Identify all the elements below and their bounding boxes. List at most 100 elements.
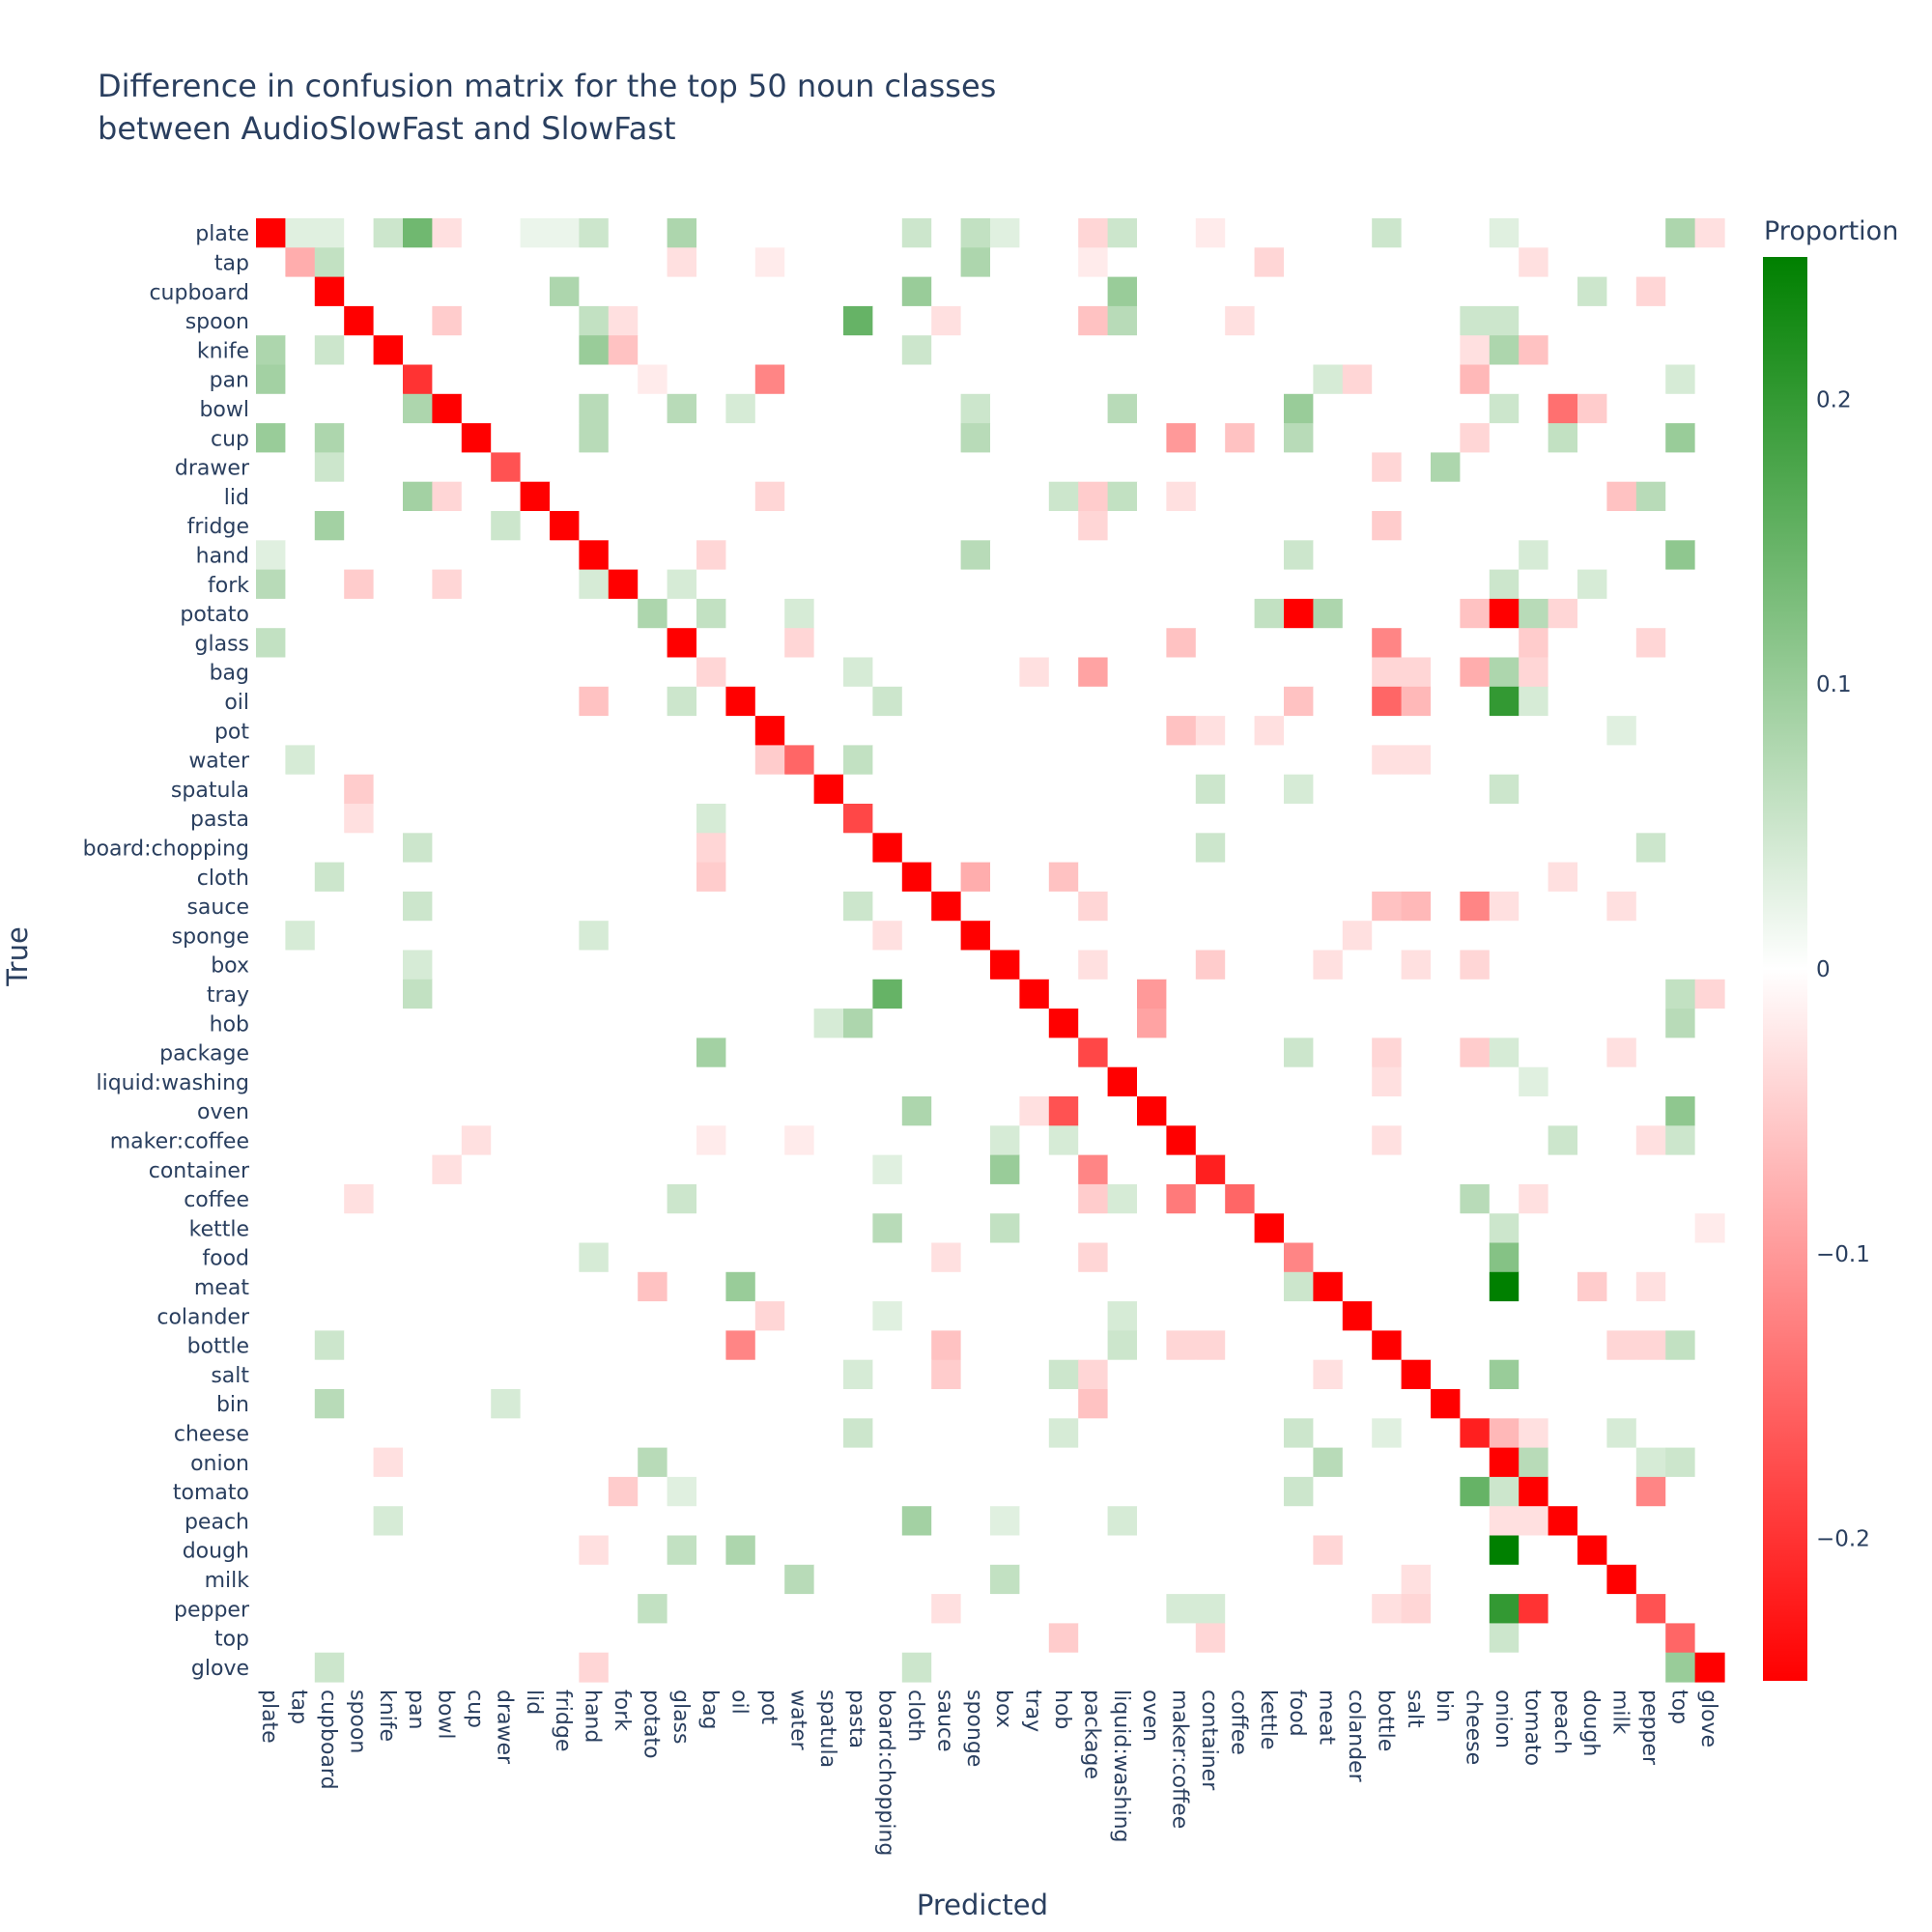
heatmap-cell — [990, 1125, 1020, 1156]
heatmap-cell — [638, 950, 668, 980]
heatmap-cell — [1137, 598, 1167, 629]
heatmap-cell — [1635, 393, 1666, 424]
heatmap-cell — [1254, 335, 1285, 366]
heatmap-cell — [1137, 716, 1167, 746]
heatmap-cell — [1635, 774, 1666, 805]
heatmap-cell — [960, 1418, 991, 1449]
heatmap-cell — [1489, 1476, 1520, 1507]
heatmap-cell — [256, 1154, 286, 1185]
heatmap-cell — [843, 247, 873, 278]
heatmap-cell — [1635, 1242, 1666, 1273]
heatmap-cell — [1195, 1301, 1226, 1331]
heatmap-cell — [1606, 540, 1637, 571]
heatmap-cell — [432, 686, 463, 717]
heatmap-cell — [696, 1623, 726, 1654]
heatmap-cell — [1519, 1564, 1549, 1595]
heatmap-cell — [579, 1154, 610, 1185]
x-tick-label: cloth — [903, 1690, 927, 1742]
heatmap-cell — [1225, 862, 1256, 893]
heatmap-cell — [608, 305, 639, 336]
heatmap-cell — [1606, 305, 1637, 336]
heatmap-cell — [784, 804, 815, 834]
heatmap-cell — [1372, 540, 1403, 571]
heatmap-cell — [1372, 1183, 1403, 1214]
heatmap-cell — [403, 833, 433, 864]
heatmap-cell — [1195, 1359, 1226, 1390]
heatmap-cell — [1606, 452, 1637, 483]
heatmap-cell — [1665, 1009, 1696, 1038]
heatmap-cell — [1225, 364, 1256, 395]
heatmap-cell — [1519, 1389, 1549, 1419]
heatmap-cell — [1577, 511, 1607, 541]
heatmap-cell — [608, 1418, 639, 1449]
heatmap-cell — [1019, 598, 1050, 629]
heatmap-cell — [461, 1447, 492, 1478]
heatmap-cell — [1313, 423, 1344, 453]
heatmap-cell — [872, 1125, 903, 1156]
heatmap-cell — [1460, 1594, 1491, 1624]
heatmap-cell — [960, 393, 991, 424]
heatmap-cell — [754, 598, 785, 629]
heatmap-cell — [1166, 716, 1197, 746]
heatmap-cell — [1019, 628, 1050, 659]
heatmap-cell — [725, 745, 756, 776]
heatmap-cell — [843, 1476, 873, 1507]
heatmap-cell — [373, 1564, 404, 1595]
heatmap-cell — [1313, 1037, 1344, 1068]
heatmap-cell — [344, 481, 375, 512]
heatmap-cell — [1519, 1301, 1549, 1331]
heatmap-cell — [990, 423, 1020, 453]
heatmap-cell — [1460, 1389, 1491, 1419]
heatmap-cell — [872, 247, 903, 278]
heatmap-cell — [285, 774, 316, 805]
heatmap-cell — [256, 1594, 286, 1624]
heatmap-cell — [1694, 1447, 1725, 1478]
heatmap-cell — [638, 1594, 668, 1624]
heatmap-cell — [1694, 804, 1725, 834]
heatmap-cell — [550, 1652, 580, 1683]
heatmap-cell — [1313, 1125, 1344, 1156]
heatmap-cell — [1606, 1066, 1637, 1097]
heatmap-cell — [901, 979, 932, 1009]
heatmap-cell — [1635, 1359, 1666, 1390]
heatmap-cell — [1489, 598, 1520, 629]
heatmap-cell — [931, 1242, 962, 1273]
heatmap-cell — [901, 511, 932, 541]
heatmap-cell — [1225, 423, 1256, 453]
heatmap-cell — [1284, 540, 1314, 571]
heatmap-cell — [931, 1564, 962, 1595]
heatmap-cell — [579, 1271, 610, 1302]
heatmap-cell — [461, 774, 492, 805]
heatmap-cell — [638, 979, 668, 1009]
heatmap-cell — [1489, 1242, 1520, 1273]
heatmap-cell — [696, 1096, 726, 1126]
heatmap-cell — [1431, 1009, 1461, 1038]
heatmap-cell — [931, 745, 962, 776]
heatmap-cell — [344, 1301, 375, 1331]
x-tick-label: glove — [1696, 1690, 1720, 1747]
heatmap-cell — [1548, 1476, 1578, 1507]
heatmap-cell — [579, 276, 610, 307]
heatmap-cell — [931, 247, 962, 278]
y-tick-label: hand — [196, 544, 249, 568]
heatmap-cell — [931, 1096, 962, 1126]
heatmap-cell — [754, 979, 785, 1009]
heatmap-cell — [314, 1623, 345, 1654]
heatmap-cell — [256, 1271, 286, 1302]
heatmap-cell — [1284, 1301, 1314, 1331]
heatmap-cell — [1401, 1476, 1432, 1507]
heatmap-cell — [872, 1271, 903, 1302]
heatmap-cell — [1635, 511, 1666, 541]
heatmap-cell — [872, 862, 903, 893]
heatmap-cell — [1519, 1418, 1549, 1449]
heatmap-cell — [1460, 540, 1491, 571]
x-tick-label: bowl — [434, 1690, 458, 1740]
heatmap-cell — [1665, 745, 1696, 776]
heatmap-cell — [461, 979, 492, 1009]
heatmap-cell — [696, 276, 726, 307]
heatmap-cell — [638, 247, 668, 278]
heatmap-cell — [256, 569, 286, 600]
heatmap-cell — [491, 921, 522, 952]
heatmap-cell — [931, 364, 962, 395]
heatmap-cell — [960, 1330, 991, 1361]
